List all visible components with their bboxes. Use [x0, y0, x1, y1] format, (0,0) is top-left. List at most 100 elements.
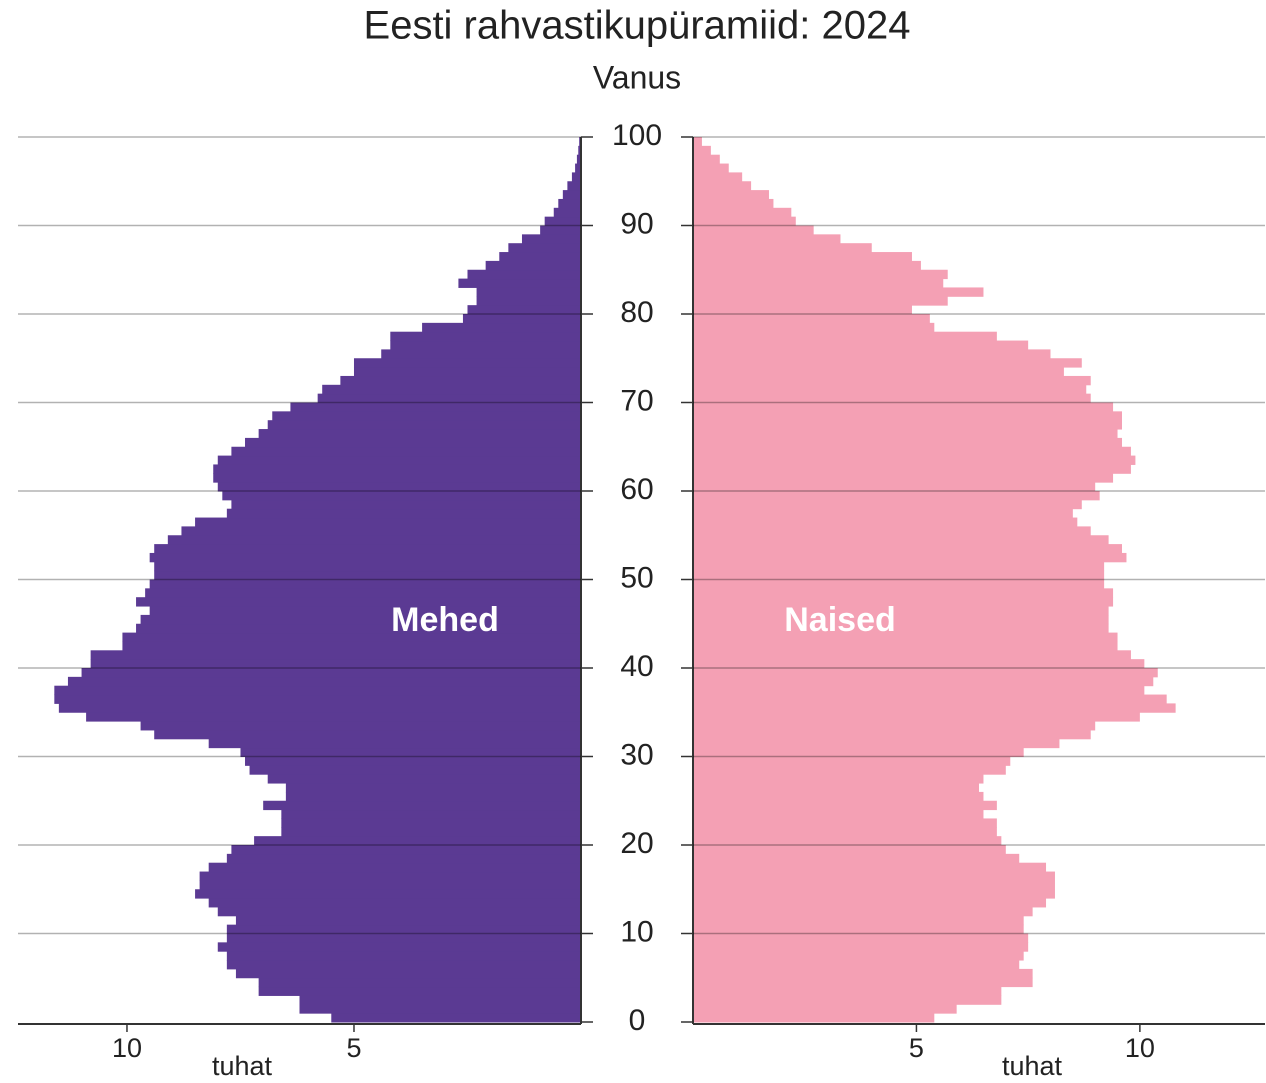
bar	[693, 499, 1082, 510]
bar	[693, 561, 1105, 572]
bar	[226, 951, 581, 961]
bar	[485, 260, 581, 271]
y-tick-label: 60	[620, 473, 653, 506]
chart-title: Eesti rahvastikupüramiid: 2024	[364, 4, 911, 48]
bar	[476, 296, 581, 306]
bar	[693, 544, 1122, 554]
y-tick-label: 0	[629, 1004, 646, 1037]
bar	[693, 942, 1029, 952]
bar	[693, 889, 1055, 899]
bar	[693, 570, 1105, 580]
bar	[353, 367, 581, 377]
bar	[693, 225, 814, 235]
bar	[693, 924, 1024, 934]
bar	[254, 836, 581, 846]
bar	[693, 181, 752, 191]
bar	[571, 172, 581, 182]
bar	[540, 225, 581, 235]
bar	[693, 384, 1087, 395]
bar	[693, 845, 1006, 855]
bar	[693, 367, 1064, 377]
bar	[258, 986, 581, 996]
bar	[226, 924, 581, 934]
bar	[693, 190, 769, 200]
bar	[693, 960, 1020, 970]
bar	[195, 889, 582, 899]
bar	[353, 358, 581, 368]
x-tick-label: 10	[112, 1033, 142, 1063]
bar	[299, 1004, 581, 1014]
bar	[693, 880, 1055, 890]
y-tick-label: 40	[620, 650, 653, 683]
bar	[58, 703, 581, 713]
bar	[693, 579, 1105, 589]
bar	[693, 588, 1114, 598]
y-tick-label: 90	[620, 207, 653, 240]
bar	[208, 898, 581, 908]
bar	[154, 544, 582, 554]
bar	[462, 314, 581, 324]
bar	[693, 986, 1002, 996]
bar	[693, 278, 944, 288]
bar	[217, 482, 581, 492]
y-tick-label: 20	[620, 827, 653, 860]
bar	[245, 756, 582, 766]
bar	[693, 207, 792, 218]
bar	[693, 429, 1118, 439]
bar	[693, 818, 997, 828]
bar	[154, 729, 582, 740]
bar	[693, 491, 1100, 501]
bar	[499, 252, 581, 262]
bar	[693, 853, 1020, 864]
bar	[693, 137, 702, 147]
bar	[693, 552, 1127, 563]
bar	[226, 853, 581, 864]
bar	[693, 305, 912, 315]
y-tick-label: 100	[612, 119, 662, 152]
bar	[299, 995, 581, 1005]
bar	[693, 968, 1033, 979]
bar	[181, 526, 582, 536]
bar	[90, 650, 581, 660]
bar	[693, 420, 1122, 430]
bar	[693, 331, 997, 342]
y-tick-label: 50	[620, 561, 653, 594]
bar	[693, 269, 948, 280]
bar	[54, 694, 582, 704]
bar	[281, 809, 581, 819]
bar	[285, 783, 581, 793]
bar	[693, 791, 984, 802]
bar	[693, 827, 997, 837]
bar	[693, 455, 1136, 465]
bar	[693, 774, 984, 784]
bar	[693, 836, 1002, 846]
bar	[322, 384, 581, 395]
bar	[154, 570, 582, 580]
bar	[693, 809, 984, 819]
bar	[381, 349, 581, 359]
bar	[693, 375, 1091, 386]
bar	[578, 145, 581, 156]
bar	[145, 588, 581, 598]
bar	[693, 597, 1114, 607]
bar	[272, 411, 581, 421]
bar	[154, 561, 582, 572]
bar	[122, 632, 581, 642]
bar	[693, 464, 1131, 474]
bar	[693, 614, 1109, 625]
bar	[693, 482, 1096, 492]
bar	[693, 349, 1051, 359]
x-axis-label: tuhat	[1002, 1051, 1063, 1081]
bar	[199, 880, 581, 890]
bar	[149, 552, 581, 563]
bar	[217, 942, 581, 952]
bar	[213, 473, 581, 483]
bar	[558, 198, 581, 209]
bar	[235, 968, 581, 979]
bar	[693, 437, 1122, 448]
bar	[390, 331, 581, 342]
bar	[149, 606, 581, 616]
bar	[226, 960, 581, 970]
bar	[693, 747, 1024, 757]
